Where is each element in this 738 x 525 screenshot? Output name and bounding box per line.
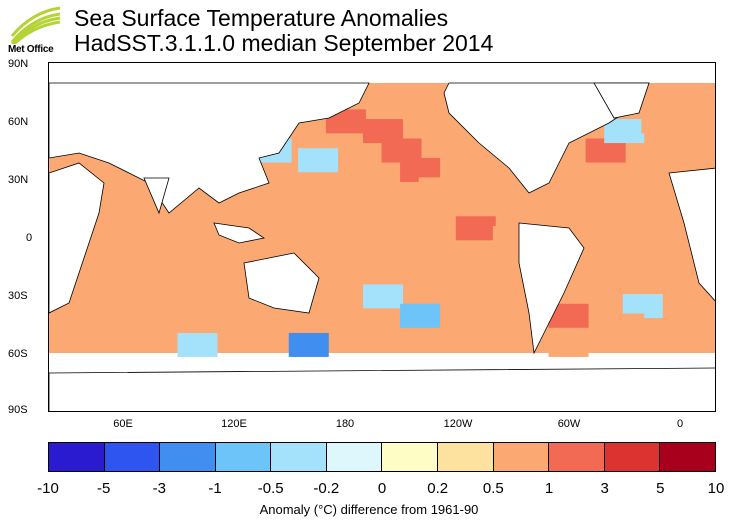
- world-map: [48, 62, 716, 412]
- africa-east-land: [668, 167, 715, 302]
- colorbar-tick-label: 1: [544, 480, 554, 497]
- colorbar-segment: [382, 443, 439, 471]
- anomaly-cell: [604, 119, 645, 144]
- logo-swoosh-icon: [10, 6, 61, 48]
- anomaly-cell: [548, 332, 589, 357]
- anomaly-cells: [49, 89, 682, 357]
- anomaly-cell: [455, 216, 496, 241]
- anomaly-cell: [177, 332, 218, 357]
- anomaly-cell: [344, 206, 385, 231]
- colorbar-tick-label: 0: [377, 480, 387, 497]
- lat-label-30n: 30N: [8, 174, 29, 186]
- lat-label-90s: 90S: [8, 404, 28, 416]
- anomaly-map-svg: [49, 63, 715, 411]
- colorbar-tick-label: 0.5: [482, 480, 504, 497]
- south-america-land: [518, 222, 585, 355]
- africa-land: [49, 162, 105, 314]
- map-subtitle: HadSST.3.1.1.0 median September 2014: [74, 30, 494, 56]
- anomaly-cell: [548, 187, 589, 212]
- india-land: [143, 177, 170, 215]
- lon-label-60w: 60W: [557, 418, 581, 430]
- australia-land: [243, 252, 320, 314]
- lat-label-90n: 90N: [8, 58, 29, 70]
- colorbar-segment: [326, 443, 383, 471]
- anomaly-cell: [400, 303, 441, 328]
- antarctica-land: [49, 367, 715, 411]
- anomaly-cell: [121, 245, 162, 270]
- eurasia-land: [49, 82, 370, 214]
- lon-label-0: 0: [676, 418, 684, 430]
- lat-label-60s: 60S: [8, 348, 28, 360]
- lat-label-60n: 60N: [8, 116, 29, 128]
- colorbar-tick-label: 3: [600, 480, 609, 497]
- colorbar-segment: [104, 443, 161, 471]
- anomaly-cell: [418, 177, 459, 202]
- lat-label-equator: 0: [26, 232, 33, 244]
- colorbar-segment: [271, 443, 327, 471]
- land-masses: [49, 82, 715, 411]
- lon-label-120e: 120E: [221, 418, 247, 430]
- greenland-land: [593, 82, 650, 119]
- anomaly-cell: [288, 332, 329, 357]
- colorbar-tick-label: -0.2: [313, 480, 340, 497]
- colorbar-tick-label: -5: [96, 480, 111, 497]
- colorbar-segment: [49, 443, 105, 471]
- lat-label-30s: 30S: [8, 290, 28, 302]
- logo-text: Met Office: [8, 44, 54, 55]
- colorbar-segment: [215, 443, 272, 471]
- colorbar-tick-label: -1: [208, 480, 222, 497]
- colorbar-tick-label: -0.5: [257, 480, 284, 497]
- colorbar-tick-label: 0.2: [427, 480, 449, 497]
- colorbar: [48, 442, 716, 472]
- lon-label-180: 180: [335, 418, 355, 430]
- colorbar-tick-label: 5: [656, 480, 665, 497]
- anomaly-cell: [298, 148, 339, 173]
- lon-label-120w: 120W: [443, 418, 473, 430]
- colorbar-segment: [160, 443, 216, 471]
- anomaly-cell: [158, 284, 199, 309]
- colorbar-segment: [660, 443, 715, 471]
- colorbar-segment: [604, 443, 661, 471]
- colorbar-tick-label: 10: [707, 480, 725, 497]
- colorbar-tick-label: -10: [37, 480, 59, 497]
- anomaly-cell: [641, 109, 682, 134]
- map-title: Sea Surface Temperature Anomalies: [74, 5, 449, 31]
- colorbar-caption: Anomaly (°C) difference from 1961-90: [259, 502, 479, 517]
- anomaly-cell: [363, 284, 403, 309]
- indonesia-land: [213, 222, 266, 244]
- anomaly-cell: [604, 313, 645, 338]
- colorbar-segment: [549, 443, 605, 471]
- lon-label-60e: 60E: [113, 418, 133, 430]
- colorbar-segment: [493, 443, 550, 471]
- met-office-logo: Met Office: [8, 6, 64, 58]
- colorbar-segment: [438, 443, 494, 471]
- arctic-ice: [49, 63, 715, 83]
- colorbar-tick-label: -3: [152, 480, 166, 497]
